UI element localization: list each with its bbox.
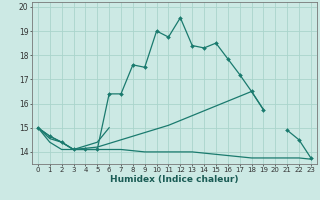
X-axis label: Humidex (Indice chaleur): Humidex (Indice chaleur) [110,175,239,184]
